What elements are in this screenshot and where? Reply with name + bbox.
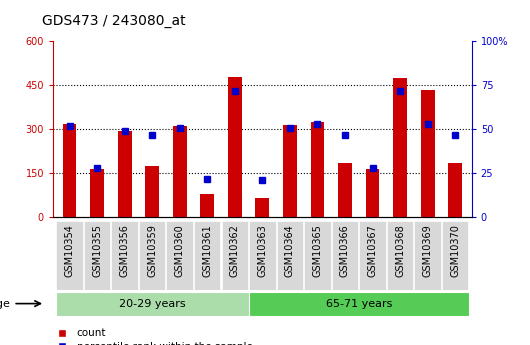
Text: GSM10362: GSM10362 xyxy=(230,224,240,277)
Bar xyxy=(166,221,193,290)
Text: 65-71 years: 65-71 years xyxy=(325,299,392,308)
Bar xyxy=(249,292,469,316)
Text: GSM10368: GSM10368 xyxy=(395,224,405,277)
Text: GSM10363: GSM10363 xyxy=(258,224,267,277)
Text: GSM10365: GSM10365 xyxy=(313,224,322,277)
Text: GSM10356: GSM10356 xyxy=(120,224,130,277)
Bar xyxy=(63,124,76,217)
Bar xyxy=(311,122,324,217)
Legend: count, percentile rank within the sample: count, percentile rank within the sample xyxy=(48,324,257,345)
Bar xyxy=(194,221,220,290)
Text: GSM10359: GSM10359 xyxy=(147,224,157,277)
Bar xyxy=(90,169,104,217)
Text: GSM10364: GSM10364 xyxy=(285,224,295,277)
Text: GSM10360: GSM10360 xyxy=(175,224,185,277)
Text: GSM10367: GSM10367 xyxy=(367,224,377,277)
Bar xyxy=(414,221,441,290)
Bar xyxy=(393,78,407,217)
Text: GSM10354: GSM10354 xyxy=(65,224,75,277)
Text: GSM10355: GSM10355 xyxy=(92,224,102,277)
Text: GSM10366: GSM10366 xyxy=(340,224,350,277)
Bar xyxy=(56,221,83,290)
Bar xyxy=(228,77,242,217)
Bar xyxy=(118,131,131,217)
Text: GSM10361: GSM10361 xyxy=(202,224,212,277)
Bar xyxy=(283,125,297,217)
Text: GSM10370: GSM10370 xyxy=(450,224,460,277)
Bar xyxy=(145,166,159,217)
Bar xyxy=(139,221,165,290)
Bar xyxy=(359,221,386,290)
Text: GDS473 / 243080_at: GDS473 / 243080_at xyxy=(42,13,186,28)
Bar xyxy=(448,163,462,217)
Text: GSM10369: GSM10369 xyxy=(422,224,432,277)
Bar xyxy=(111,221,138,290)
Bar xyxy=(255,198,269,217)
Bar xyxy=(442,221,469,290)
Bar xyxy=(366,169,379,217)
Bar xyxy=(338,163,352,217)
Bar xyxy=(84,221,110,290)
Bar xyxy=(200,194,214,217)
Bar xyxy=(222,221,248,290)
Bar xyxy=(56,292,249,316)
Bar xyxy=(173,126,187,217)
Bar xyxy=(277,221,303,290)
Bar xyxy=(421,90,435,217)
Bar xyxy=(332,221,358,290)
Text: age: age xyxy=(0,299,11,308)
Bar xyxy=(304,221,331,290)
Bar xyxy=(387,221,413,290)
Bar xyxy=(249,221,276,290)
Text: 20-29 years: 20-29 years xyxy=(119,299,186,308)
